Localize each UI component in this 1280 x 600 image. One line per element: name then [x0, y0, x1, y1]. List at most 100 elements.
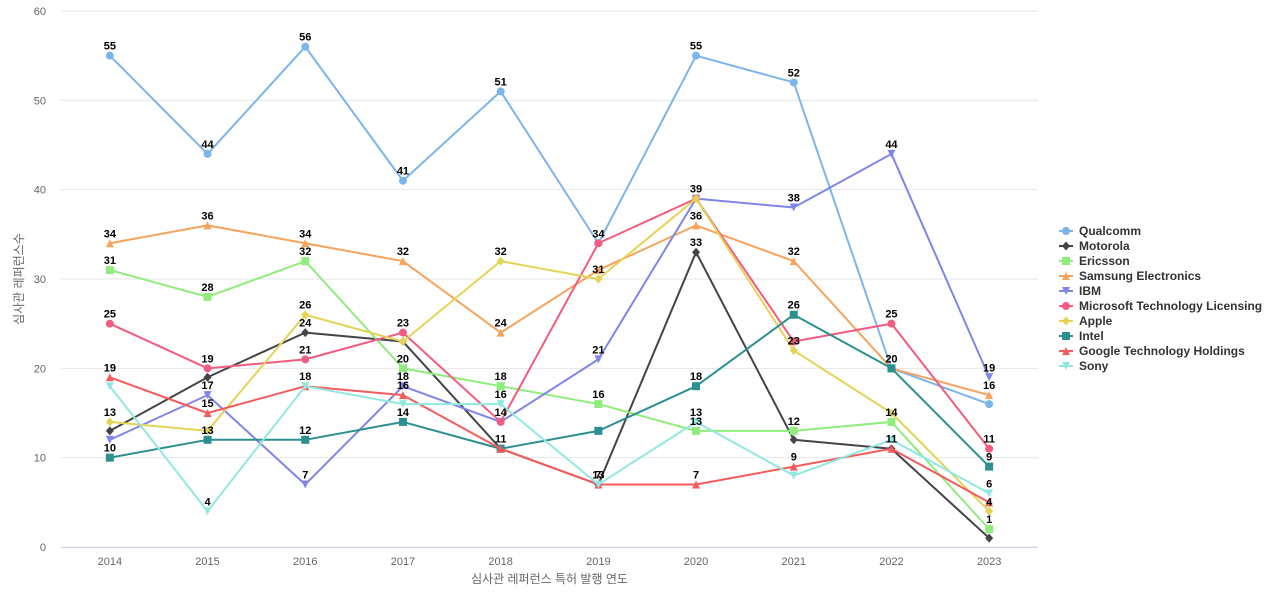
- legend-item[interactable]: Microsoft Technology Licensing: [1059, 299, 1262, 313]
- data-label: 28: [201, 282, 213, 294]
- data-label: 25: [104, 309, 116, 321]
- legend-symbol: [1062, 257, 1070, 265]
- data-labels: 5544564151345552203436343224363216312832…: [104, 32, 996, 526]
- data-label: 12: [788, 416, 800, 428]
- data-point: [105, 51, 114, 60]
- data-point: [105, 319, 114, 328]
- data-point: [985, 391, 994, 400]
- x-tick-label: 2021: [782, 556, 806, 568]
- data-label: 18: [397, 371, 409, 383]
- series-6: [105, 194, 994, 516]
- legend-item[interactable]: Motorola: [1059, 239, 1130, 253]
- data-label: 34: [592, 228, 605, 240]
- legend-item[interactable]: IBM: [1059, 284, 1101, 298]
- data-point: [496, 382, 505, 391]
- legend-label: Google Technology Holdings: [1079, 344, 1245, 358]
- legend-item[interactable]: Qualcomm: [1059, 224, 1141, 238]
- legend-item[interactable]: Intel: [1059, 329, 1104, 343]
- data-label: 18: [495, 371, 507, 383]
- data-label: 23: [397, 318, 409, 330]
- series-0: [105, 42, 994, 409]
- data-point: [398, 337, 407, 347]
- data-point: [203, 364, 212, 373]
- y-tick-label: 50: [34, 95, 46, 107]
- data-point: [105, 426, 114, 436]
- legend-label: Motorola: [1079, 239, 1130, 253]
- data-point: [985, 525, 994, 534]
- data-point: [594, 239, 603, 248]
- data-point: [301, 435, 310, 444]
- data-point: [789, 310, 798, 319]
- data-label: 11: [495, 434, 507, 446]
- data-label: 4: [204, 496, 211, 508]
- x-tick-label: 2016: [293, 556, 317, 568]
- data-label: 55: [690, 41, 702, 53]
- data-label: 14: [495, 407, 508, 419]
- data-label: 44: [885, 139, 898, 151]
- data-label: 36: [690, 210, 702, 222]
- data-label: 19: [983, 362, 995, 374]
- x-tick-label: 2018: [488, 556, 512, 568]
- data-point: [887, 444, 896, 453]
- data-label: 10: [104, 443, 116, 455]
- data-point: [985, 498, 994, 507]
- legend-item[interactable]: Google Technology Holdings: [1059, 344, 1245, 358]
- data-point: [398, 417, 407, 426]
- legend-item[interactable]: Sony: [1059, 359, 1109, 373]
- data-point: [594, 266, 603, 275]
- y-tick-label: 40: [34, 185, 46, 197]
- data-label: 24: [299, 318, 312, 330]
- data-point: [985, 489, 994, 498]
- legend-symbol: [1062, 241, 1070, 251]
- data-point: [301, 328, 310, 338]
- data-label: 32: [788, 246, 800, 258]
- legend-item[interactable]: Samsung Electronics: [1059, 269, 1201, 283]
- data-label: 1: [986, 514, 992, 526]
- legend-label: Sony: [1079, 359, 1109, 373]
- data-label: 39: [690, 184, 702, 196]
- data-point: [105, 453, 114, 462]
- data-point: [692, 417, 701, 426]
- data-point: [594, 355, 603, 364]
- data-label: 17: [201, 380, 213, 392]
- data-point: [985, 506, 994, 516]
- data-point: [398, 382, 407, 391]
- data-point: [789, 462, 798, 471]
- data-label: 9: [986, 452, 992, 464]
- data-label: 36: [201, 210, 213, 222]
- data-point: [789, 257, 798, 266]
- data-point: [594, 400, 603, 409]
- legend-item[interactable]: Apple: [1059, 314, 1113, 328]
- data-label: 55: [104, 41, 116, 53]
- data-point: [985, 373, 994, 382]
- data-point: [692, 51, 701, 60]
- data-point: [692, 480, 701, 489]
- data-point: [594, 480, 603, 489]
- data-label: 18: [690, 371, 702, 383]
- data-point: [496, 444, 505, 453]
- legend-label: Qualcomm: [1079, 224, 1141, 238]
- data-point: [301, 257, 310, 266]
- grid-layer: [61, 10, 1038, 548]
- data-label: 44: [201, 139, 214, 151]
- data-point: [105, 373, 114, 382]
- data-point: [692, 247, 701, 257]
- data-label: 18: [299, 371, 311, 383]
- data-label: 14: [397, 407, 410, 419]
- y-tick-label: 0: [40, 542, 46, 554]
- data-label: 15: [201, 398, 213, 410]
- series-line: [109, 152, 991, 486]
- data-point: [105, 382, 114, 391]
- data-point: [789, 337, 798, 346]
- data-point: [887, 149, 896, 158]
- data-point: [985, 462, 994, 471]
- data-label: 41: [397, 166, 409, 178]
- data-label: 26: [788, 300, 800, 312]
- data-point: [398, 257, 407, 266]
- legend-item[interactable]: Ericsson: [1059, 254, 1130, 268]
- data-label: 13: [592, 469, 604, 481]
- data-label: 51: [495, 76, 507, 88]
- data-label: 11: [983, 434, 995, 446]
- legend-symbol: [1062, 332, 1070, 340]
